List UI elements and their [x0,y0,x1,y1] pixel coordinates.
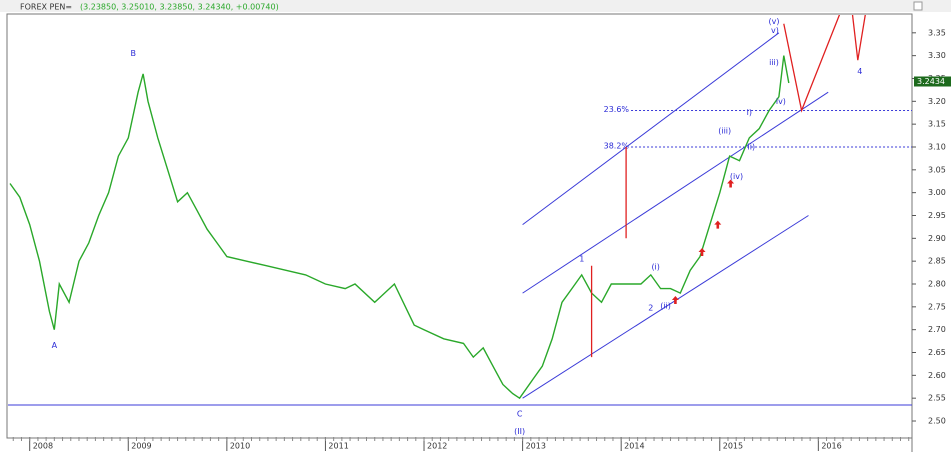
price-line [9,55,790,400]
wave-label: 2 [648,304,653,313]
wave-label: A [52,341,58,350]
window-button[interactable] [913,1,923,11]
wave-label: (v) [768,17,779,26]
x-tick-label: 2014 [624,442,644,451]
y-tick-label: 3.35 [928,28,946,37]
y-tick-label: 2.55 [928,394,946,403]
wave-label: 4 [857,67,862,76]
wave-label: (i) [651,263,659,272]
x-tick-label: 2012 [427,442,447,451]
x-tick-label: 2011 [328,442,348,451]
projection-line [590,15,866,358]
arrow [727,179,735,188]
wave-label: iii) [769,58,779,67]
fib-label: 23.6% [604,105,630,114]
x-tick-label: 2010 [230,442,250,451]
y-tick-label: 2.80 [928,280,946,289]
arrow [671,295,679,304]
y-tick-label: 3.30 [928,51,946,60]
arrow [714,220,722,229]
last-price-label: 3.2434 [917,77,945,86]
wave-label: (ii) [660,301,671,310]
wave-label: B [130,49,136,58]
wave-label: (II) [514,427,525,436]
wave-label: ii) [748,142,756,151]
channel-line [522,91,829,294]
last-price-box [914,76,951,87]
y-tick-label: 3.20 [928,97,946,106]
x-tick-label: 2015 [723,442,743,451]
y-tick-label: 3.10 [928,142,946,151]
y-tick-label: 2.60 [928,371,946,380]
y-tick-label: 3.00 [928,188,946,197]
y-tick-label: 2.75 [928,302,946,311]
y-tick-label: 3.05 [928,165,946,174]
y-tick-label: 3.15 [928,120,946,129]
y-tick-label: 2.50 [928,417,946,426]
arrow [698,248,706,257]
channel-line [522,215,809,399]
wave-label: iv) [776,97,786,106]
y-tick-label: 2.65 [928,348,946,357]
channel-line [522,32,780,226]
wave-label: i) [747,108,752,117]
header-bar [0,0,951,12]
chart-title: FOREX PEN= [20,3,72,12]
wave-label: v) [771,26,779,35]
fib-label: 38.2% [604,141,630,150]
wave-label: 1 [579,254,584,263]
y-tick-label: 2.90 [928,234,946,243]
chart-subtitle: (3.23850, 3.25010, 3.23850, 3.24340, +0.… [80,3,279,12]
x-tick-label: 2013 [526,442,546,451]
x-tick-label: 2016 [821,442,841,451]
y-tick-label: 2.70 [928,325,946,334]
y-tick-label: 2.85 [928,257,946,266]
x-tick-label: 2008 [33,442,53,451]
y-tick-label: 2.95 [928,211,946,220]
wave-label: (iii) [718,127,731,136]
wave-label: C [517,410,523,419]
x-tick-label: 2009 [131,442,151,451]
wave-label: (iv) [730,172,743,181]
